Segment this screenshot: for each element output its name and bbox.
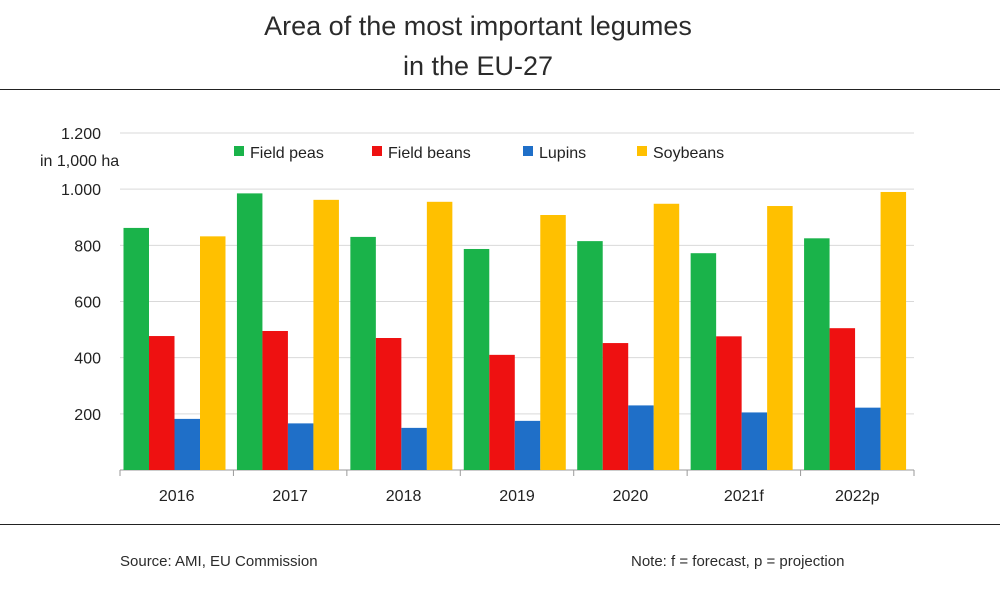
bar-soybeans (767, 206, 793, 470)
bar-soybeans (200, 236, 226, 470)
top-divider (0, 89, 1000, 90)
bar-field-peas (236, 193, 263, 471)
bar-soybeans (653, 203, 680, 470)
x-tick-label: 2017 (272, 488, 308, 505)
bar-field-beans (262, 330, 288, 470)
legend-label: Field peas (250, 145, 324, 162)
x-tick-label: 2022p (835, 488, 880, 505)
bar-soybeans (540, 215, 566, 470)
y-tick-label: 1.000 (61, 182, 101, 199)
x-tick-label: 2018 (386, 488, 422, 505)
bar-field-peas (690, 253, 717, 470)
bar-field-peas (577, 241, 603, 470)
y-tick-label: 600 (74, 295, 101, 312)
bar-lupins (741, 412, 768, 470)
x-tick-label: 2020 (613, 488, 649, 505)
bar-field-beans (149, 336, 175, 470)
bar-lupins (174, 418, 200, 470)
x-tick-label: 2019 (499, 488, 535, 505)
y-tick-label: 1.200 (61, 126, 101, 143)
bar-field-beans (716, 336, 742, 470)
legend-swatch (523, 146, 533, 156)
bar-soybeans (313, 199, 339, 471)
footnote: Note: f = forecast, p = projection (631, 553, 845, 570)
bar-field-peas (463, 248, 490, 470)
bar-soybeans (880, 191, 907, 470)
bottom-divider (0, 524, 1000, 525)
x-tick-label: 2021f (724, 488, 765, 505)
bar-field-beans (489, 354, 515, 470)
bar-field-peas (123, 227, 149, 470)
bar-field-peas (350, 236, 376, 470)
bar-lupins (855, 407, 881, 470)
bar-soybeans (426, 201, 453, 470)
bar-lupins (287, 423, 314, 470)
legend-label: Soybeans (653, 145, 724, 162)
bar-lupins (628, 405, 654, 470)
bar-lupins (401, 427, 427, 470)
y-tick-label: 200 (74, 407, 101, 424)
legend-swatch (234, 146, 244, 156)
bar-field-beans (602, 343, 629, 470)
bar-lupins (514, 420, 541, 470)
bar-field-peas (804, 238, 830, 470)
chart-title-line-2: in the EU-27 (402, 51, 554, 81)
legend-swatch (637, 146, 647, 156)
legend-label: Field beans (388, 145, 471, 162)
legend-swatch (372, 146, 382, 156)
chart-title: Area of the most important legumes in th… (0, 6, 956, 86)
bar-field-beans (375, 338, 402, 470)
y-axis-label: in 1,000 ha (40, 153, 119, 170)
chart-title-line-1: Area of the most important legumes (264, 11, 692, 41)
y-tick-label: 400 (74, 351, 101, 368)
source-note: Source: AMI, EU Commission (120, 553, 318, 570)
legend-label: Lupins (539, 145, 586, 162)
bar-field-beans (829, 328, 856, 470)
y-tick-label: 800 (74, 238, 101, 255)
x-tick-label: 2016 (159, 488, 195, 505)
